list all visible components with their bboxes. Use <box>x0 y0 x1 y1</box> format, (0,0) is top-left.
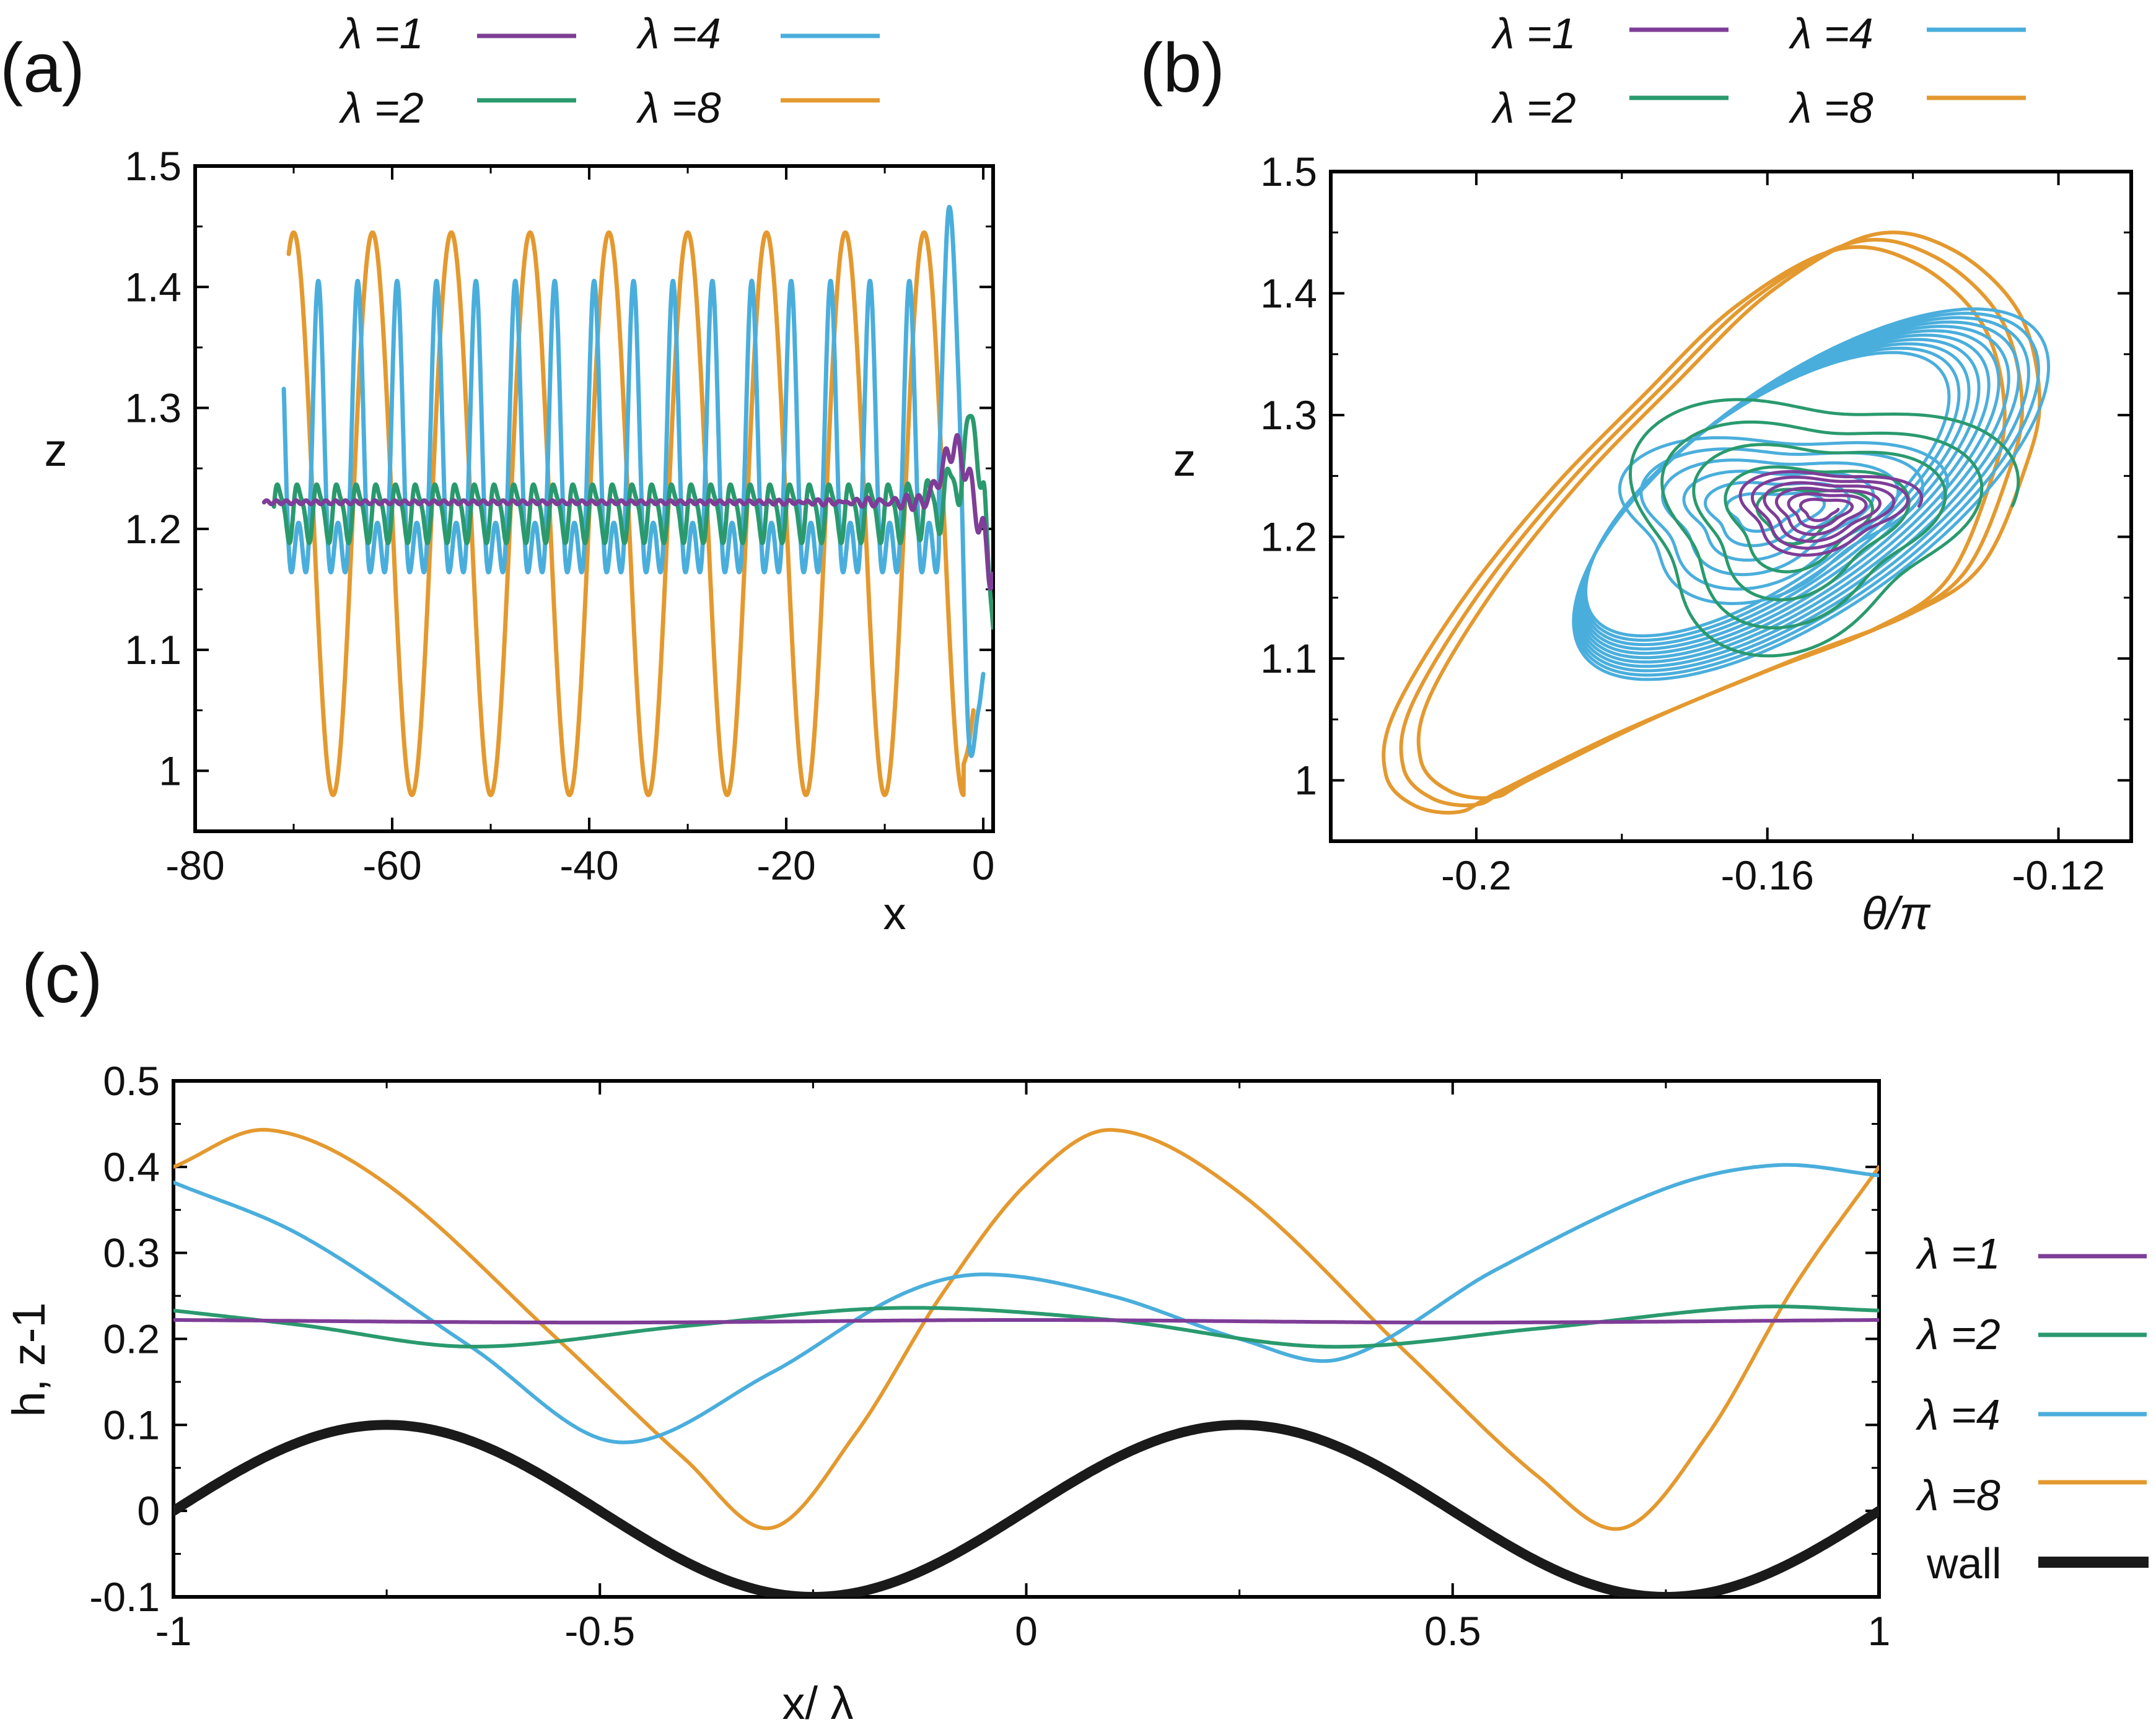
panel-a-ytick-label: 1.4 <box>125 264 182 310</box>
panel-a-ticks: -80 -60 -40 -20 0 1 1.1 1.2 1.3 1.4 1.5 <box>125 143 994 888</box>
panel-a-ylabel: z <box>45 424 68 476</box>
panel-c-ytick-label: 0.2 <box>103 1316 160 1362</box>
panel-c-xtick-label: 0 <box>1015 1608 1038 1654</box>
panel-b-xlabel: θ/π <box>1862 888 1931 939</box>
panel-c-ytick-label: 0.4 <box>103 1144 160 1190</box>
legend-b-label-1: λ =1 <box>1491 9 1576 58</box>
panel-c: (c) h, z-1 x/ λ λ =1 λ =2 λ =4 λ =8 wall… <box>3 940 2149 1722</box>
series-line-b-lambda1 <box>1738 470 1924 557</box>
panel-a-xtick-label: -80 <box>165 842 224 888</box>
panel-a-xtick-label: -40 <box>559 842 618 888</box>
series-line-b-lambda8 <box>1416 230 2042 800</box>
panel-b-frame <box>1329 170 2133 843</box>
panel-b-ytick-label: 1.5 <box>1260 149 1317 194</box>
panel-b-legend: λ =1 λ =2 λ =4 λ =8 <box>1491 9 2026 132</box>
legend-b-label-2: λ =2 <box>1491 84 1576 132</box>
legend-c-label-4: λ =8 <box>1915 1471 2000 1519</box>
panel-b-ytick-label: 1.3 <box>1260 392 1317 438</box>
legend-c-label-2: λ =2 <box>1915 1310 2000 1358</box>
series-line-c-lambda1 <box>173 1318 1879 1325</box>
panel-c-ytick-label: 0.5 <box>103 1058 160 1104</box>
series-line-a-lambda1 <box>261 433 993 591</box>
panel-c-xtick-label: -0.5 <box>564 1608 635 1654</box>
panel-c-ytick-label: 0.1 <box>103 1402 160 1448</box>
panel-b-xtick-label: -0.16 <box>1721 852 1814 898</box>
panel-c-ytick-label: -0.1 <box>89 1574 160 1620</box>
panel-a-ytick-label: 1.3 <box>125 385 182 431</box>
legend-b-label-3: λ =4 <box>1788 9 1873 58</box>
panel-b-label: (b) <box>1140 29 1225 107</box>
panel-c-xlabel: x/ λ <box>782 1677 853 1722</box>
series-line-c-wall <box>173 1420 1879 1597</box>
legend-a-label-2: λ =2 <box>338 84 424 132</box>
panel-a-frame <box>193 164 995 833</box>
series-line-a-lambda8 <box>286 230 976 797</box>
panel-b-xtick-label: -0.12 <box>2012 852 2105 898</box>
panel-a-ytick-label: 1.1 <box>125 627 182 673</box>
panel-c-legend: λ =1 λ =2 λ =4 λ =8 wall <box>1915 1230 2149 1588</box>
panel-c-ticks: -1 -0.5 0 0.5 1 -0.1 0 0.1 0.2 0.3 0.4 0.5 <box>89 1058 1890 1654</box>
legend-c-label-1: λ =1 <box>1915 1230 2000 1278</box>
panel-c-xtick-label: 0.5 <box>1424 1608 1481 1654</box>
panel-a-ytick-label: 1 <box>159 748 182 793</box>
panel-a-xlabel: x <box>883 888 906 939</box>
panel-b-ytick-label: 1.2 <box>1260 514 1317 560</box>
series-line-c-lambda2 <box>173 1305 1879 1349</box>
legend-b-label-4: λ =8 <box>1788 84 1873 132</box>
panel-a-ytick-label: 1.2 <box>125 506 182 552</box>
legend-c-label-3: λ =4 <box>1915 1391 2000 1439</box>
series-line-c-lambda4 <box>173 1163 1879 1444</box>
panel-b-ytick-label: 1.4 <box>1260 271 1317 317</box>
panel-b-xtick-label: -0.2 <box>1441 852 1512 898</box>
legend-a-label-1: λ =1 <box>338 9 424 58</box>
panel-b: (b) z θ/π λ =1 λ =2 λ =4 λ =8 -0.2 -0.16-… <box>1140 9 2133 939</box>
panel-c-ytick-label: 0.3 <box>103 1230 160 1276</box>
panel-b-ylabel: z <box>1173 434 1196 486</box>
panel-c-label: (c) <box>22 940 103 1017</box>
series-line-a-lambda2 <box>271 414 993 630</box>
panel-c-xtick-label: 1 <box>1868 1608 1891 1654</box>
panel-c-xtick-label: -1 <box>156 1608 192 1654</box>
panel-a-ytick-label: 1.5 <box>125 143 182 189</box>
panel-a-xtick-label: 0 <box>972 842 995 888</box>
series-line-b-lambda4 <box>1572 307 2051 681</box>
panel-a-legend: λ =1 λ =2 λ =4 λ =8 <box>338 9 880 132</box>
panel-a-xtick-label: -60 <box>362 842 421 888</box>
panel-a-xtick-label: -20 <box>756 842 815 888</box>
legend-c-label-5: wall <box>1926 1539 2002 1588</box>
panel-c-frame <box>172 1079 1881 1599</box>
panel-a-label: (a) <box>0 29 85 107</box>
panel-b-ytick-label: 1.1 <box>1260 636 1317 681</box>
panel-c-ylabel: h, z-1 <box>3 1302 55 1417</box>
panel-c-ytick-label: 0 <box>137 1488 160 1534</box>
legend-a-label-4: λ =8 <box>636 84 721 132</box>
legend-a-label-3: λ =4 <box>636 9 721 58</box>
series-line-a-lambda4 <box>281 204 986 758</box>
panel-b-ytick-label: 1 <box>1294 758 1317 803</box>
series-line-c-lambda8 <box>173 1127 1879 1531</box>
panel-a: (a) z x λ =1 λ =2 λ =4 λ =8 -80 -60 -40 -20… <box>0 9 995 939</box>
panel-b-ticks: -0.2 -0.16 -0.12 1 1.1 1.2 1.3 1.4 1.5 <box>1260 149 2131 898</box>
